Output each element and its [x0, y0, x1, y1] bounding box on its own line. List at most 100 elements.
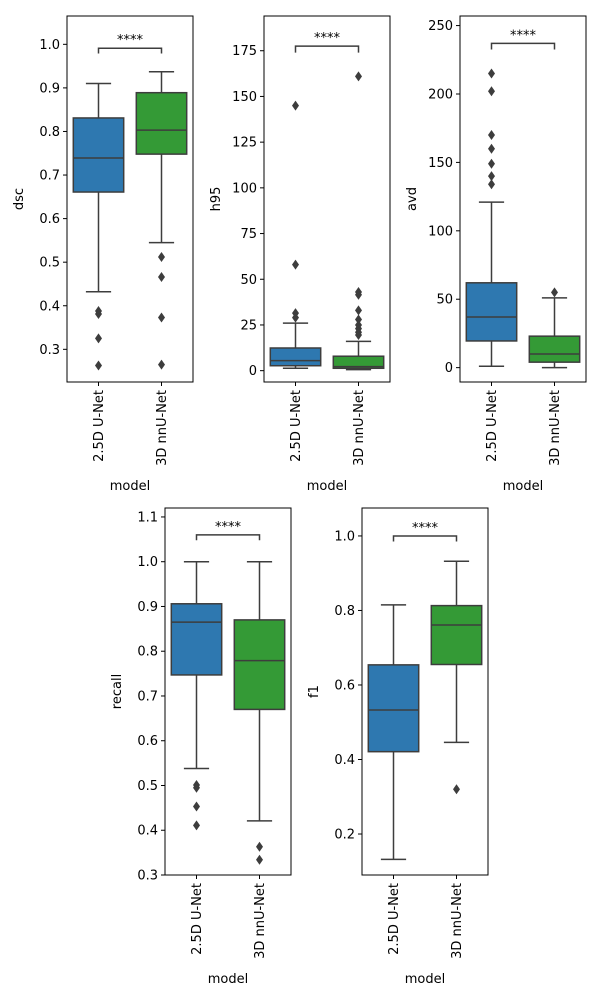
y-axis-label: f1 — [307, 685, 322, 698]
significance-bracket — [294, 45, 360, 53]
outlier-point — [292, 259, 299, 270]
y-tick-label: 0.4 — [137, 824, 158, 839]
outlier-point — [551, 287, 558, 298]
x-tick-label: 3D nnU-Net — [155, 390, 170, 466]
y-tick-label: 0.9 — [137, 600, 158, 615]
box-2-5d-u-net — [465, 68, 518, 368]
outlier-point — [488, 68, 495, 79]
box-2-5d-u-net — [72, 82, 125, 371]
outlier-point — [488, 143, 495, 154]
iqr-box — [465, 282, 518, 342]
y-tick-label: 0.6 — [39, 212, 60, 227]
y-tick-label: 75 — [240, 227, 257, 242]
significance-label: **** — [314, 31, 341, 46]
box-2-5d-u-net — [367, 604, 420, 861]
y-tick-label: 50 — [240, 273, 257, 288]
x-tick-label: 3D nnU-Net — [253, 883, 268, 959]
boxplot-panel-f1: 0.2 0.4 0.6 0.8 1.0 f1 2.5D U-Net 3D nnU-Net mod… — [307, 507, 489, 987]
outlier-point — [158, 271, 165, 282]
significance-label: **** — [215, 520, 242, 535]
outlier-point — [193, 782, 200, 793]
outlier-point — [95, 333, 102, 344]
x-tick-label: 3D nnU-Net — [450, 883, 465, 959]
box-2-5d-u-net — [269, 100, 322, 370]
significance-label: **** — [117, 33, 144, 48]
y-tick-label: 175 — [232, 44, 257, 59]
significance-bracket — [392, 535, 458, 542]
x-tick-label: 2.5D U-Net — [387, 883, 402, 955]
y-tick-label: 100 — [232, 181, 257, 196]
y-axis-label: dsc — [12, 188, 27, 210]
boxplot-panel-avd: 0 50 100 150 200 250 avd 2.5D U-Net 3D nnU-Net mo… — [405, 15, 587, 494]
x-tick-label: 2.5D U-Net — [190, 883, 205, 955]
x-axis-label: model — [307, 479, 347, 494]
outlier-point — [355, 305, 362, 316]
outlier-point — [256, 841, 263, 852]
axes-frame — [66, 15, 194, 383]
outlier-point — [355, 71, 362, 82]
outlier-point — [488, 179, 495, 190]
y-tick-label: 150 — [232, 90, 257, 105]
y-tick-label: 0.8 — [137, 645, 158, 660]
iqr-box — [430, 604, 483, 666]
iqr-box — [135, 91, 188, 155]
axes-frame — [164, 507, 292, 876]
outlier-point — [292, 100, 299, 111]
y-tick-label: 0 — [445, 361, 453, 376]
y-tick-label: 1.0 — [334, 529, 355, 544]
outlier-point — [193, 820, 200, 831]
outlier-point — [292, 312, 299, 323]
y-tick-label: 200 — [428, 87, 453, 102]
x-tick-label: 2.5D U-Net — [485, 390, 500, 462]
y-tick-label: 0.7 — [39, 169, 60, 184]
box-2-5d-u-net — [170, 560, 223, 831]
box-3d-nnu-net — [430, 560, 483, 795]
outlier-point — [488, 86, 495, 97]
iqr-box — [170, 603, 223, 676]
y-tick-label: 1.0 — [39, 38, 60, 53]
y-tick-label: 0.4 — [334, 753, 355, 768]
outlier-point — [355, 314, 362, 325]
y-tick-label: 1.1 — [137, 510, 158, 525]
significance-label: **** — [412, 521, 439, 536]
y-tick-label: 125 — [232, 136, 257, 151]
significance-bracket — [195, 534, 261, 541]
iqr-box — [332, 355, 385, 370]
x-tick-label: 2.5D U-Net — [289, 390, 304, 462]
significance-bracket — [97, 47, 163, 54]
y-tick-label: 250 — [428, 19, 453, 34]
boxplot-panel-h95: 0 25 50 75 100 125 150 175 h95 2.5D U-Net 3D nnU-N… — [209, 15, 391, 494]
outlier-point — [355, 289, 362, 300]
iqr-box — [269, 347, 322, 367]
y-tick-label: 0.2 — [334, 828, 355, 843]
box-3d-nnu-net — [528, 287, 581, 369]
y-axis-label: avd — [405, 187, 420, 211]
outlier-point — [488, 171, 495, 182]
outlier-point — [95, 360, 102, 371]
boxplot-panel-dsc: 0.3 0.4 0.5 0.6 0.7 0.8 0.9 1.0 dsc 2.5D U-Net 3D … — [12, 15, 194, 494]
y-tick-label: 0.3 — [137, 869, 158, 884]
x-tick-label: 3D nnU-Net — [548, 390, 563, 466]
y-tick-label: 25 — [240, 318, 257, 333]
y-tick-label: 0.6 — [137, 734, 158, 749]
y-tick-label: 0.4 — [39, 299, 60, 314]
boxplot-panel-recall: 0.3 0.4 0.5 0.6 0.7 0.8 0.9 1.0 1.1 recall 2.5D U-… — [110, 507, 292, 987]
outlier-point — [488, 158, 495, 169]
x-axis-label: model — [208, 972, 248, 987]
x-axis-label: model — [110, 479, 150, 494]
outlier-point — [158, 312, 165, 323]
x-tick-label: 3D nnU-Net — [352, 390, 367, 466]
y-tick-label: 1.0 — [137, 555, 158, 570]
box-3d-nnu-net — [332, 71, 385, 371]
outlier-point — [256, 854, 263, 865]
y-axis-label: recall — [110, 674, 125, 709]
y-tick-label: 0.6 — [334, 678, 355, 693]
box-3d-nnu-net — [135, 71, 188, 370]
y-axis-label: h95 — [209, 187, 224, 212]
y-tick-label: 50 — [436, 293, 453, 308]
iqr-box — [72, 117, 125, 193]
outlier-point — [95, 309, 102, 320]
y-tick-label: 0.9 — [39, 81, 60, 96]
y-tick-label: 100 — [428, 224, 453, 239]
